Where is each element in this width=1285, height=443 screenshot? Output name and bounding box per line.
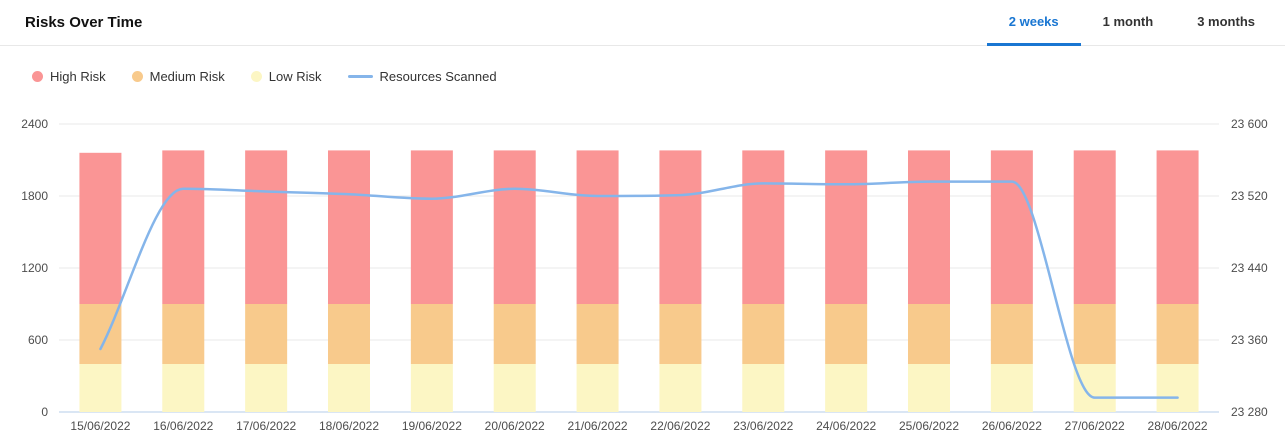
tab-1-month-label: 1 month [1102, 14, 1154, 29]
bar-segment-low-risk[interactable] [659, 364, 702, 412]
high-risk-dot-icon [32, 70, 43, 82]
bar-segment-medium-risk[interactable] [410, 304, 453, 364]
bar-segment-high-risk[interactable] [576, 150, 619, 304]
x-axis-label: 24/06/2022 [816, 419, 876, 433]
resources-scanned-line-icon [347, 74, 373, 78]
bar-segment-high-risk[interactable] [908, 150, 950, 304]
legend-label-resources-scanned: Resources Scanned [379, 68, 497, 84]
legend-item-high-risk[interactable]: High Risk [32, 69, 106, 84]
x-axis-label: 16/06/2022 [153, 419, 213, 433]
bar-segment-high-risk[interactable] [1156, 150, 1199, 304]
bar-segment-high-risk[interactable] [659, 150, 702, 304]
bar-segment-low-risk[interactable] [79, 364, 122, 412]
legend-label-low-risk: Low Risk [268, 68, 322, 84]
bar-segment-medium-risk[interactable] [493, 304, 536, 364]
tab-3-months-label: 3 months [1197, 14, 1255, 29]
x-axis-label: 17/06/2022 [236, 419, 296, 433]
bar-segment-medium-risk[interactable] [162, 304, 205, 364]
left-axis-tick-label: 1800 [21, 189, 48, 203]
tab-2-weeks-label: 2 weeks [1008, 14, 1059, 29]
right-axis-tick-label: 23 520 [1231, 189, 1268, 203]
bar-segment-high-risk[interactable] [825, 150, 868, 304]
left-axis-tick-label: 1200 [21, 261, 48, 275]
right-axis-tick-label: 23 360 [1231, 333, 1268, 347]
bar-segment-medium-risk[interactable] [1073, 304, 1116, 364]
bar-segment-high-risk[interactable] [493, 150, 536, 304]
bar-segment-low-risk[interactable] [493, 364, 536, 412]
bar-segment-high-risk[interactable] [79, 152, 122, 304]
bar-segment-high-risk[interactable] [1073, 150, 1116, 304]
legend-label-medium-risk: Medium Risk [149, 68, 225, 84]
x-axis-label: 25/06/2022 [899, 419, 959, 433]
bar-segment-low-risk[interactable] [410, 364, 453, 412]
medium-risk-dot-icon [131, 70, 143, 82]
bar-segment-high-risk[interactable] [410, 150, 453, 304]
bar-segment-low-risk[interactable] [1073, 364, 1116, 412]
tab-2-weeks[interactable]: 2 weeks [986, 0, 1081, 46]
page-title: Risks Over Time [25, 14, 143, 31]
card-header: Risks Over Time 2 weeks 1 month 3 months [0, 0, 1285, 46]
bar-segment-low-risk[interactable] [990, 364, 1033, 412]
bar-segment-low-risk[interactable] [742, 364, 785, 412]
bar-segment-medium-risk[interactable] [328, 304, 370, 364]
right-axis-tick-label: 23 440 [1231, 261, 1268, 275]
bar-segment-medium-risk[interactable] [908, 304, 950, 364]
right-axis-tick-label: 23 280 [1231, 405, 1268, 419]
legend-item-low-risk[interactable]: Low Risk [250, 68, 322, 84]
bar-segment-low-risk[interactable] [908, 364, 950, 412]
tab-3-months[interactable]: 3 months [1175, 0, 1277, 46]
left-axis-tick-label: 0 [41, 405, 48, 419]
bar-segment-low-risk[interactable] [162, 364, 205, 412]
x-axis-label: 27/06/2022 [1065, 419, 1125, 433]
legend-label-high-risk: High Risk [50, 68, 106, 84]
bar-segment-low-risk[interactable] [245, 364, 288, 412]
bar-segment-low-risk[interactable] [328, 364, 370, 412]
x-axis-label: 21/06/2022 [568, 419, 628, 433]
chart-legend: High Risk Medium Risk Low Risk Resources… [32, 62, 497, 90]
legend-item-resources-scanned[interactable]: Resources Scanned [347, 68, 497, 84]
bar-segment-medium-risk[interactable] [1156, 304, 1199, 364]
bar-segment-medium-risk[interactable] [990, 304, 1033, 364]
x-axis-label: 22/06/2022 [650, 419, 710, 433]
right-axis-tick-label: 23 600 [1231, 117, 1268, 131]
bar-segment-high-risk[interactable] [162, 150, 205, 304]
bar-segment-high-risk[interactable] [245, 150, 288, 304]
x-axis-label: 15/06/2022 [70, 419, 130, 433]
low-risk-dot-icon [250, 70, 262, 82]
bar-segment-medium-risk[interactable] [825, 304, 868, 364]
bar-segment-high-risk[interactable] [742, 150, 785, 304]
left-axis-tick-label: 600 [28, 333, 48, 347]
bar-segment-high-risk[interactable] [328, 150, 370, 304]
x-axis-label: 28/06/2022 [1148, 419, 1208, 433]
bar-segment-low-risk[interactable] [825, 364, 868, 412]
bar-segment-medium-risk[interactable] [245, 304, 288, 364]
bar-segment-medium-risk[interactable] [659, 304, 702, 364]
resources-scanned-line[interactable] [99, 180, 1179, 399]
x-axis-label: 20/06/2022 [485, 419, 545, 433]
bar-segment-high-risk[interactable] [990, 150, 1033, 304]
tab-1-month[interactable]: 1 month [1081, 0, 1176, 46]
x-axis-label: 26/06/2022 [982, 419, 1042, 433]
time-range-tabs: 2 weeks 1 month 3 months [986, 0, 1277, 46]
left-axis-tick-label: 2400 [21, 117, 48, 131]
x-axis-label: 18/06/2022 [319, 419, 379, 433]
bar-segment-low-risk[interactable] [576, 364, 619, 412]
x-axis-label: 23/06/2022 [733, 419, 793, 433]
bar-segment-medium-risk[interactable] [79, 304, 122, 364]
bar-segment-low-risk[interactable] [1156, 364, 1199, 412]
bar-segment-medium-risk[interactable] [742, 304, 785, 364]
legend-item-medium-risk[interactable]: Medium Risk [131, 68, 225, 84]
x-axis-label: 19/06/2022 [402, 419, 462, 433]
bar-segment-medium-risk[interactable] [576, 304, 619, 364]
